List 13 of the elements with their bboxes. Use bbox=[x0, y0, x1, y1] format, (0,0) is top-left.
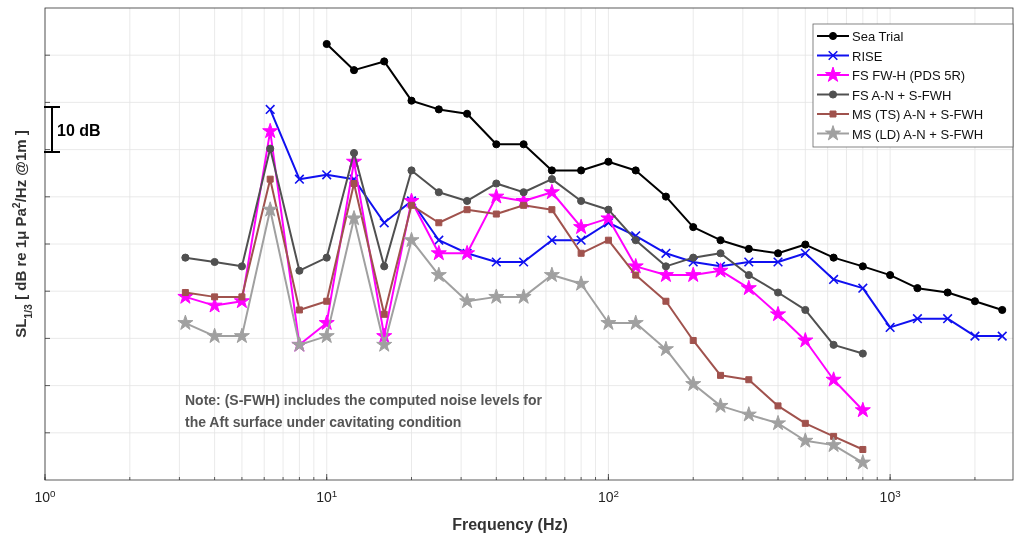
legend-label: MS (LD) A-N + S-FWH bbox=[852, 126, 984, 142]
x-axis-title: Frequency (Hz) bbox=[452, 516, 568, 533]
annotation: 10 dB bbox=[57, 122, 101, 139]
x-tick-label: 10$^{1}$ bbox=[316, 487, 338, 505]
legend-label: FS A-N + S-FWH bbox=[852, 87, 952, 103]
legend-label: RISE bbox=[852, 48, 883, 64]
legend-label: FS FW-H (PDS 5R) bbox=[852, 68, 966, 83]
x-tick-label: 10$^{0}$ bbox=[34, 487, 57, 505]
annotation: Note: (S-FWH) includes the computed noise levels for the Aft surface under cavitating condition bbox=[185, 392, 543, 430]
x-tick-label: 10$^{2}$ bbox=[597, 487, 619, 505]
x-tick-label: 10$^{3}$ bbox=[879, 487, 902, 505]
legend-label: Sea Trial bbox=[852, 29, 904, 44]
legend-label: MS (TS) A-N + S-FWH bbox=[852, 107, 984, 122]
